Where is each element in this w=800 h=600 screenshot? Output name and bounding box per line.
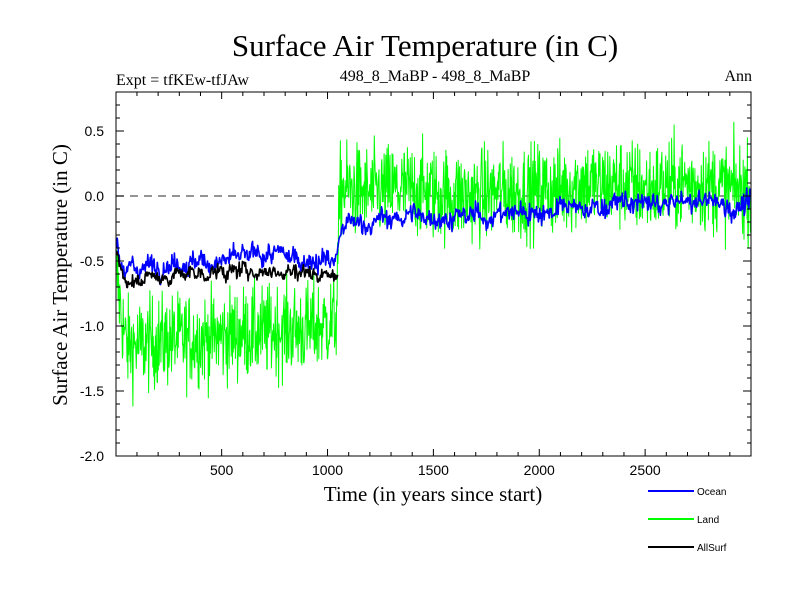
- series-line-land: [116, 121, 751, 407]
- series-line-allsurf: [116, 250, 339, 289]
- y-tick-label: -1.5: [80, 383, 104, 399]
- legend-label-allsurf: AllSurf: [697, 543, 727, 554]
- chart-subtitle-center: 498_8_MaBP - 498_8_MaBP: [340, 68, 531, 85]
- x-axis: 500 1000 1500 2000 2500: [136, 92, 731, 478]
- y-tick-label: -0.5: [80, 253, 104, 269]
- legend: Ocean Land AllSurf: [648, 487, 727, 554]
- y-tick-label: -2.0: [80, 448, 104, 464]
- series-layer: [116, 121, 751, 407]
- x-axis-label: Time (in years since start): [324, 482, 543, 506]
- y-axis-label: Surface Air Temperature (in C): [48, 144, 72, 406]
- y-tick-label: 0.5: [85, 123, 105, 139]
- y-tick-label: -1.0: [80, 318, 104, 334]
- chart-subtitle-right: Ann: [724, 68, 752, 85]
- series-line-ocean: [116, 187, 751, 286]
- y-tick-label: 0.0: [85, 188, 105, 204]
- y-axis: -2.0 -1.5 -1.0 -0.5 0.0 0.5: [80, 104, 751, 464]
- x-tick-label: 2500: [630, 462, 661, 478]
- legend-label-ocean: Ocean: [697, 487, 726, 498]
- chart-title: Surface Air Temperature (in C): [232, 28, 618, 63]
- legend-label-land: Land: [697, 515, 719, 526]
- x-tick-label: 2000: [524, 462, 555, 478]
- x-tick-label: 1000: [312, 462, 343, 478]
- x-tick-label: 500: [210, 462, 234, 478]
- x-tick-label: 1500: [418, 462, 449, 478]
- chart-subtitle-left: Expt = tfKEw-tfJAw: [116, 72, 249, 89]
